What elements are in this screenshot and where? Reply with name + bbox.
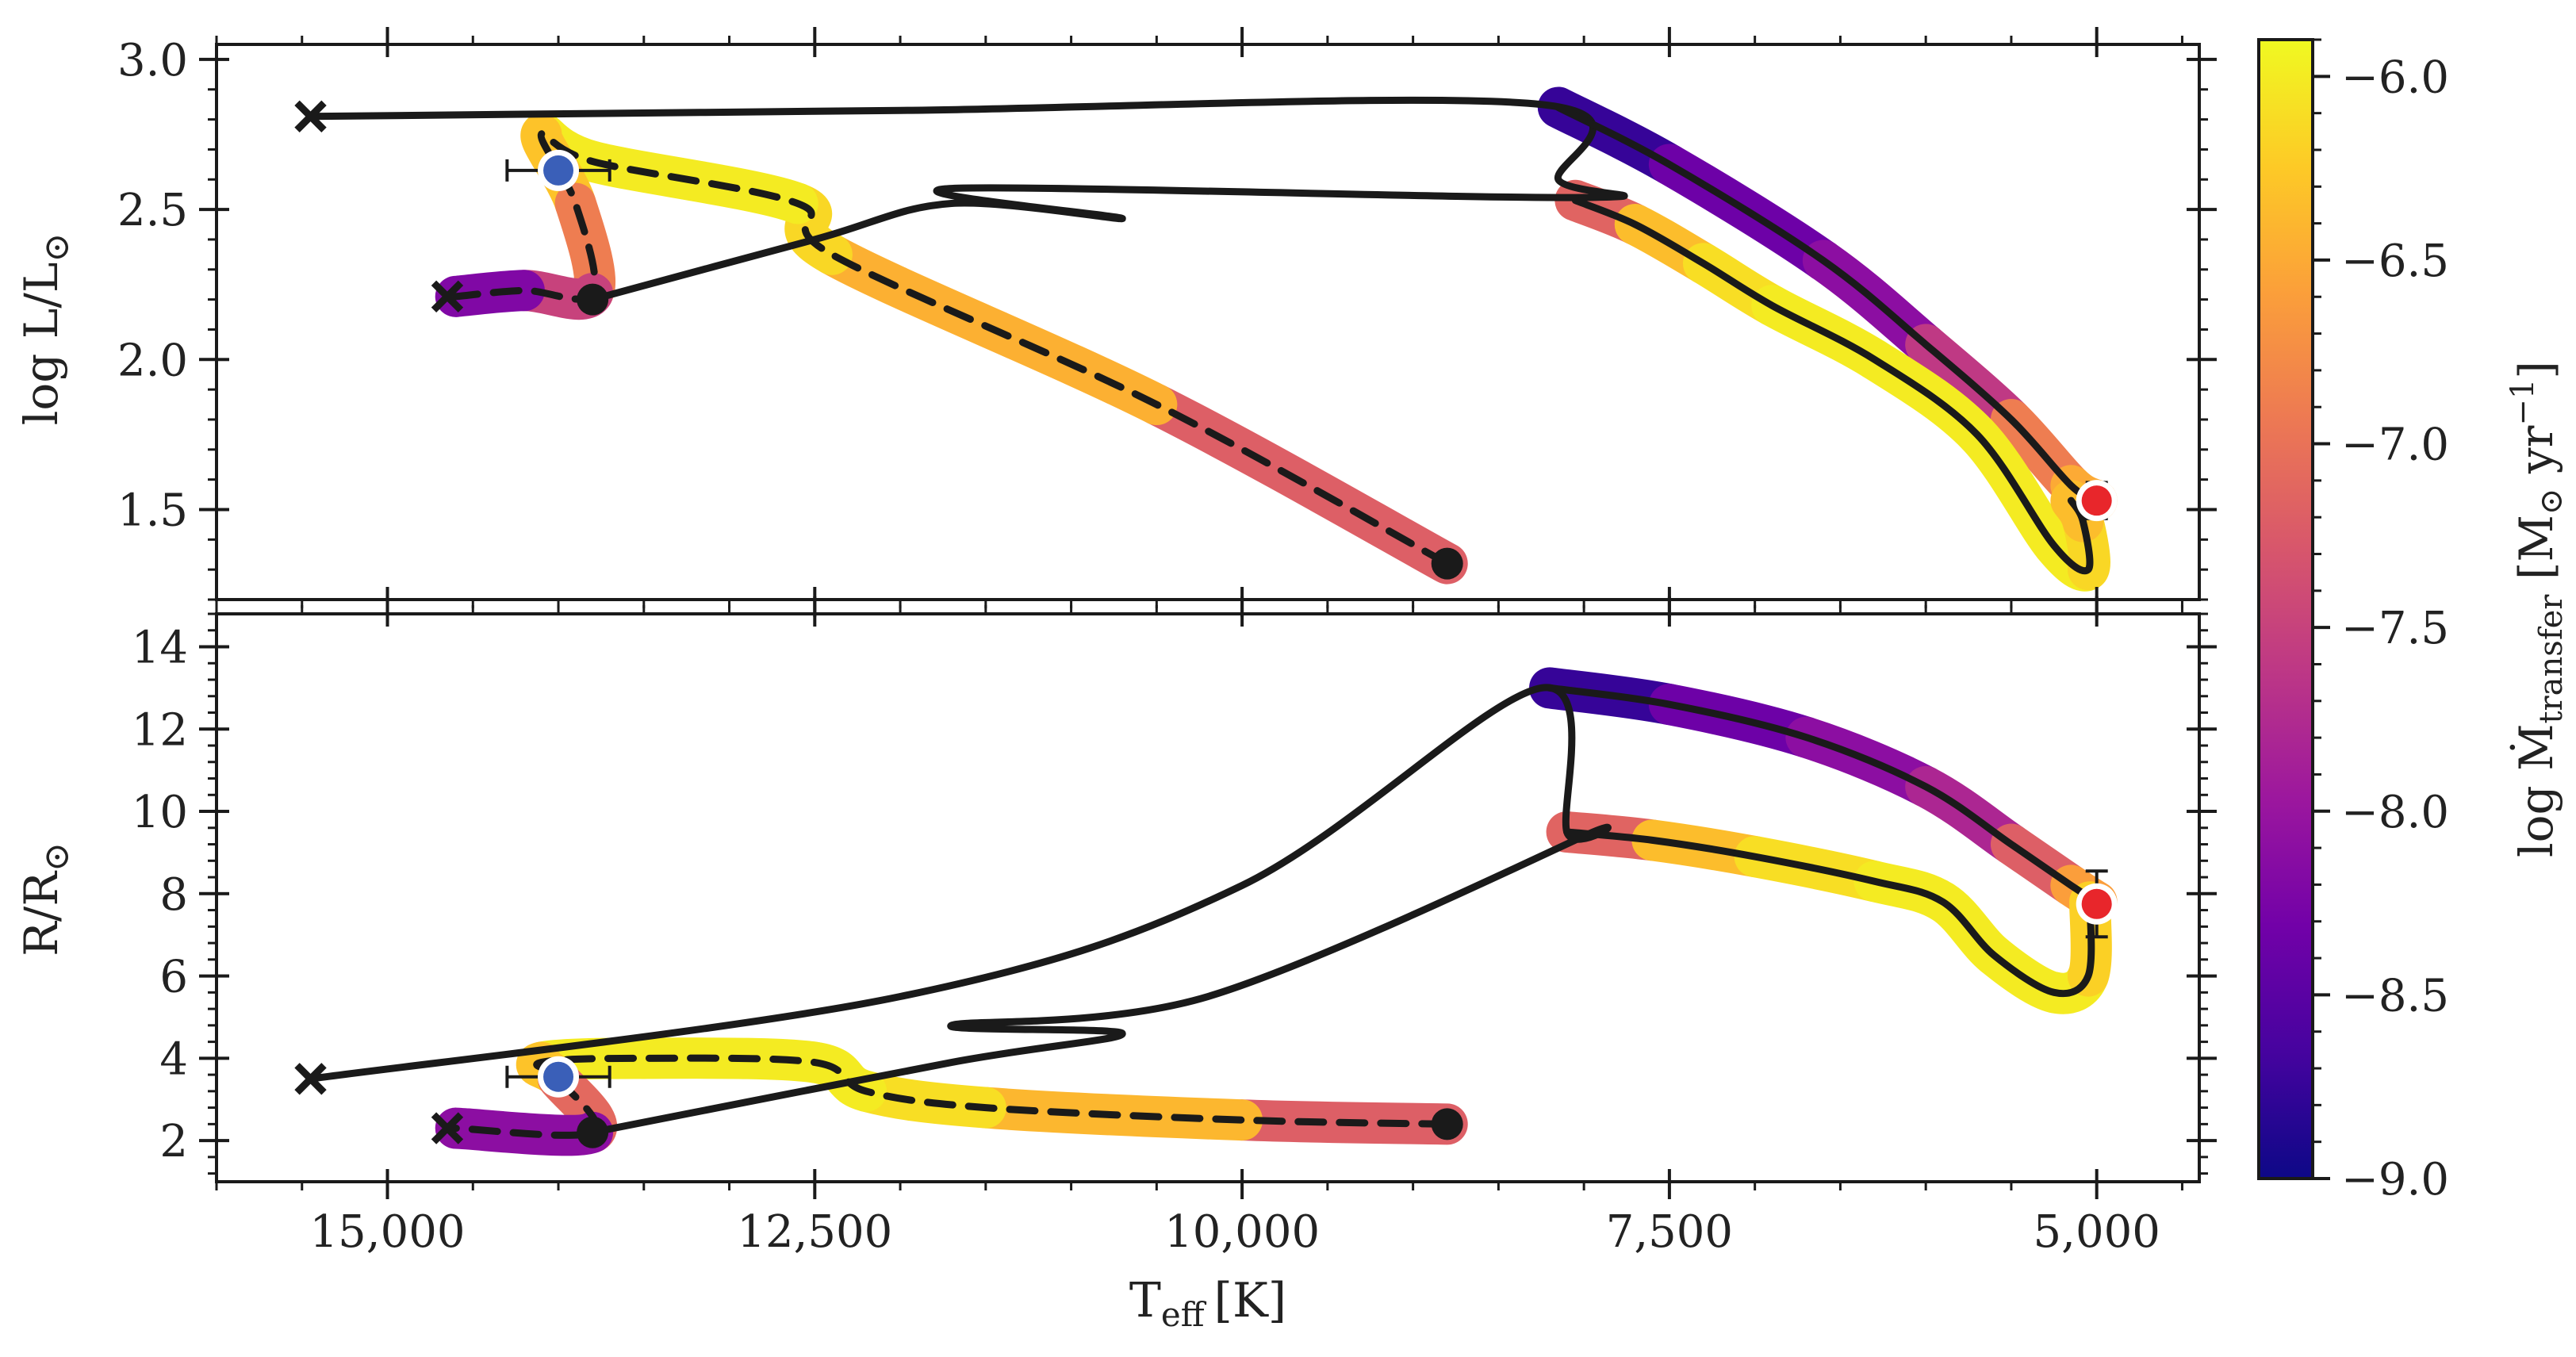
colorbar-label: log Ṁtransfer [M⊙ yr−1] bbox=[2505, 361, 2570, 857]
top-observed_donor-marker bbox=[2081, 485, 2112, 516]
top-panel: 1.5 2.0 2.5 3.0 log L/L⊙ bbox=[14, 27, 2217, 617]
bottom-track-accretor_track bbox=[452, 1054, 1451, 1139]
bottom-ytick-label: 6 bbox=[159, 952, 188, 1003]
colorbar-tick-label: −7.5 bbox=[2341, 603, 2449, 654]
xlabel-main: T bbox=[1129, 1273, 1161, 1328]
bottom-observed_donor-marker bbox=[2081, 888, 2112, 919]
colorbar-label-close: ] bbox=[2509, 361, 2563, 379]
colorbar-tick-label: −8.0 bbox=[2341, 787, 2449, 838]
top-ytick-label: 2.5 bbox=[117, 185, 188, 236]
colorbar-label-main: log Ṁ bbox=[2509, 724, 2563, 857]
bottom-ylabel: R/R⊙ bbox=[14, 842, 77, 956]
top-track-donor_masstransfer_2 bbox=[1571, 197, 2094, 575]
bottom-ytick-label: 14 bbox=[132, 623, 188, 674]
top-start-marker bbox=[294, 100, 327, 132]
colorbar-tick-label: −6.5 bbox=[2341, 236, 2449, 287]
bottom-start-marker bbox=[294, 1063, 327, 1095]
bottom-start-marker bbox=[431, 1112, 464, 1144]
xtick-label: 7,500 bbox=[1606, 1206, 1733, 1258]
bottom-ytick-label: 12 bbox=[132, 704, 188, 756]
top-ylabel-sun-symbol: ⊙ bbox=[36, 233, 77, 263]
top-ylabel: log L/L⊙ bbox=[14, 233, 77, 425]
top-observed_accretor-marker bbox=[543, 155, 574, 186]
top-end-marker bbox=[1431, 547, 1463, 580]
xtick-label: 10,000 bbox=[1164, 1206, 1320, 1258]
xtick-label: 12,500 bbox=[737, 1206, 892, 1258]
colorbar-label-sub: transfer bbox=[2533, 594, 2570, 724]
xlabel-sub: eff bbox=[1161, 1295, 1207, 1334]
bottom-ylabel-sun-symbol: ⊙ bbox=[36, 842, 77, 872]
bottom-end-marker bbox=[577, 1116, 609, 1148]
colorbar-label-sun-symbol: ⊙ bbox=[2533, 489, 2570, 516]
colorbar-tick-label: −9.0 bbox=[2341, 1154, 2449, 1206]
colorbar-strip bbox=[2257, 38, 2314, 1180]
top-ylabel-main: log L/L bbox=[14, 263, 68, 426]
colorbar-label-units: [M bbox=[2509, 515, 2563, 594]
xlabel: Teff [K] bbox=[1129, 1273, 1286, 1334]
bottom-ytick-label: 8 bbox=[159, 869, 188, 921]
bottom-track-donor_masstransfer_2 bbox=[1563, 828, 2095, 998]
bottom-ylabel-main: R/R bbox=[14, 870, 68, 956]
xlabel-unit: [K] bbox=[1214, 1273, 1287, 1328]
bottom-ytick-label: 4 bbox=[159, 1033, 188, 1085]
top-ytick-label: 2.0 bbox=[117, 335, 188, 386]
top-end-marker bbox=[577, 283, 609, 316]
bottom-ytick-label: 10 bbox=[132, 787, 188, 838]
colorbar-tick-label: −8.5 bbox=[2341, 970, 2449, 1022]
xtick-label: 5,000 bbox=[2034, 1206, 2160, 1258]
bottom-ytick-label: 2 bbox=[159, 1116, 188, 1167]
colorbar-label-exponent: −1 bbox=[2505, 379, 2541, 426]
bottom-plot-frame bbox=[215, 612, 2201, 1183]
top-plot-frame bbox=[215, 43, 2201, 601]
colorbar: −6.0 −6.5 −7.0 −7.5 −8.0 −8.5 −9.0 log Ṁtransf… bbox=[2257, 38, 2570, 1206]
xtick-label: 15,000 bbox=[310, 1206, 466, 1258]
top-start-marker bbox=[431, 280, 464, 313]
top-ytick-label: 3.0 bbox=[117, 35, 188, 86]
colorbar-tick-label: −7.0 bbox=[2341, 420, 2449, 471]
colorbar-label-yr: yr bbox=[2509, 425, 2563, 488]
bottom-track-donor_masstransfer bbox=[1546, 684, 2101, 906]
top-track-donor_full_track bbox=[307, 96, 1628, 304]
top-track-donor_masstransfer bbox=[1554, 103, 2101, 504]
colorbar-tick-label: −6.0 bbox=[2341, 52, 2449, 103]
top-ytick-label: 1.5 bbox=[117, 485, 188, 536]
bottom-end-marker bbox=[1431, 1108, 1463, 1140]
bottom-observed_accretor-marker bbox=[543, 1061, 574, 1092]
bottom-track-donor_full_track bbox=[307, 684, 1612, 1137]
